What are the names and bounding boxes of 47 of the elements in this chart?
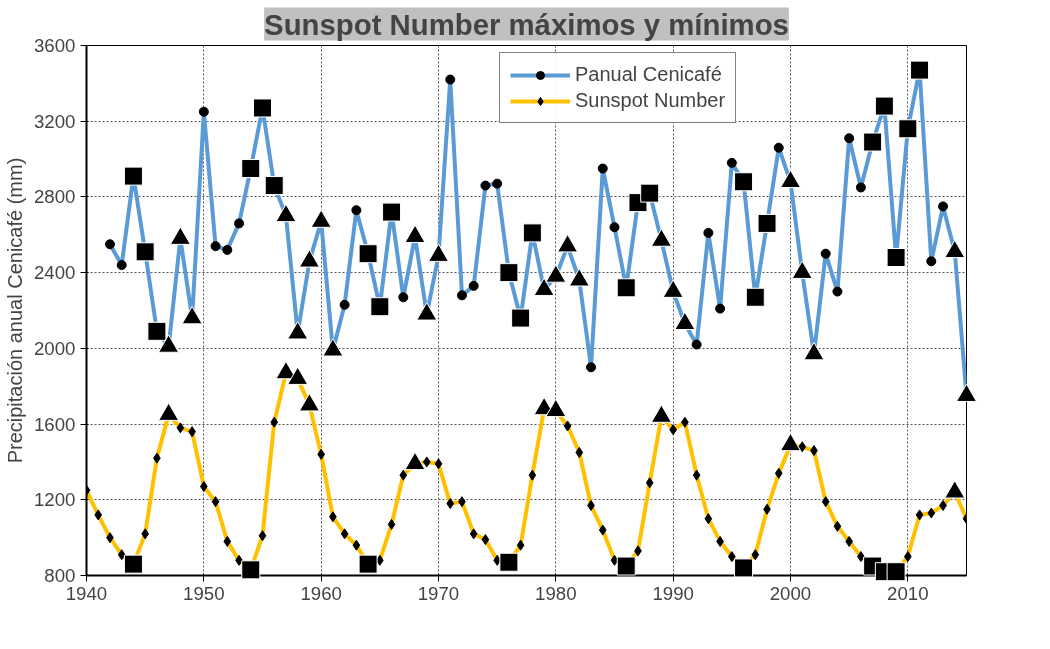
- x-tick-label: 1990: [652, 582, 694, 604]
- point: [241, 159, 261, 179]
- point: [499, 263, 519, 283]
- legend-label: Sunspot Number: [575, 89, 726, 112]
- point: [745, 287, 765, 307]
- point: [264, 176, 284, 196]
- chart-title: Sunspot Number máximos y mínimos: [264, 7, 789, 41]
- point: [910, 60, 930, 80]
- x-tick-label: 1960: [300, 582, 342, 604]
- y-axis-title: Precipitación anual Cenicafé (mm): [4, 157, 26, 464]
- point: [734, 172, 754, 192]
- point: [370, 297, 390, 317]
- legend-label: Panual Cenicafé: [575, 63, 722, 86]
- point: [616, 278, 636, 298]
- point: [898, 119, 918, 139]
- point: [382, 202, 402, 222]
- point: [874, 96, 894, 116]
- y-tick-label: 3600: [34, 35, 76, 56]
- x-tick-label: 2000: [769, 582, 812, 604]
- point: [135, 242, 155, 262]
- point: [147, 321, 167, 341]
- y-tick-label: 3200: [34, 110, 76, 132]
- point: [253, 98, 272, 118]
- y-tick-label: 2800: [34, 186, 76, 208]
- point: [358, 244, 378, 264]
- y-tick-label: 1200: [34, 489, 76, 511]
- point: [522, 223, 542, 243]
- point: [640, 183, 660, 203]
- point: [358, 554, 378, 574]
- point: [123, 166, 143, 186]
- point: [511, 308, 531, 328]
- point: [123, 554, 143, 574]
- x-tick-label: 2010: [887, 582, 929, 604]
- point: [734, 558, 754, 578]
- y-tick-label: 2000: [34, 337, 76, 359]
- x-tick-label: 1980: [535, 582, 577, 604]
- point: [616, 556, 636, 576]
- x-tick-label: 1970: [417, 582, 460, 604]
- point: [886, 562, 906, 582]
- y-tick-label: 2400: [34, 262, 76, 284]
- point: [886, 248, 906, 267]
- y-tick-label: 1600: [34, 413, 76, 435]
- point: [241, 560, 261, 580]
- x-tick-label: 1950: [183, 582, 225, 604]
- point: [499, 552, 519, 572]
- point: [757, 213, 777, 233]
- point: [863, 132, 883, 152]
